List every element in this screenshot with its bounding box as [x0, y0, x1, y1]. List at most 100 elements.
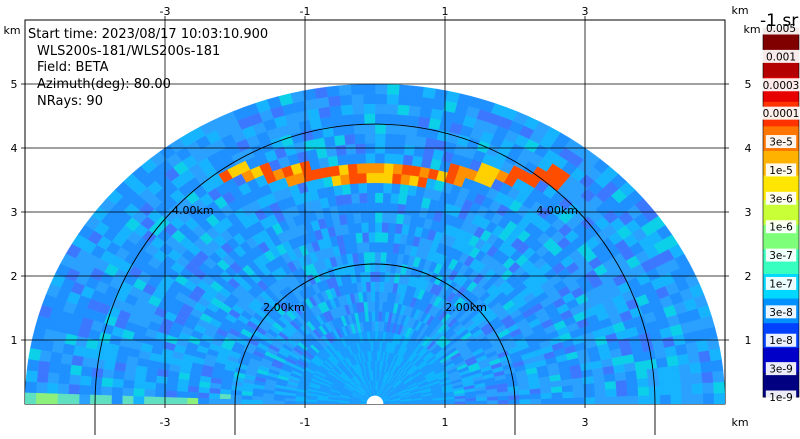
- sector-cell: [380, 272, 385, 282]
- y-unit-left: km: [3, 24, 20, 37]
- sector-cell: [187, 392, 198, 398]
- sector-cell: [668, 365, 680, 376]
- sector-cell: [366, 163, 375, 173]
- sector-cell: [398, 95, 411, 106]
- sector-cell: [328, 402, 339, 404]
- sector-cell: [353, 213, 361, 223]
- sector-cell: [134, 373, 146, 382]
- sector-cell: [657, 366, 669, 376]
- sector-cell: [385, 134, 396, 144]
- sector-cell: [349, 173, 359, 184]
- sector-cell: [584, 397, 595, 404]
- sector-cell: [102, 369, 114, 379]
- sector-cell: [419, 107, 432, 118]
- sector-cell: [113, 370, 125, 379]
- sector-cell: [220, 389, 231, 395]
- sector-cell: [616, 380, 628, 389]
- y-tick-label-right: 5: [745, 78, 752, 91]
- sector-cell: [375, 133, 385, 143]
- sector-cell: [101, 387, 112, 396]
- sector-cell: [365, 133, 375, 143]
- sector-cell: [616, 388, 627, 396]
- sector-cell: [573, 384, 584, 391]
- sector-cell: [412, 156, 423, 167]
- sector-cell: [50, 352, 62, 364]
- sector-cell: [59, 364, 71, 375]
- sector-cell: [365, 153, 375, 163]
- sector-cell: [399, 184, 409, 195]
- sector-cell: [329, 105, 342, 116]
- sector-cell: [628, 396, 639, 404]
- sector-cell: [393, 164, 403, 175]
- sector-cell: [394, 144, 405, 155]
- sector-cell: [284, 401, 295, 404]
- sector-cell: [378, 311, 382, 321]
- sector-cell: [691, 373, 703, 384]
- sector-cell: [387, 242, 394, 252]
- sector-cell: [397, 104, 409, 115]
- sector-cell: [36, 382, 47, 393]
- sector-cell: [368, 222, 375, 232]
- sector-cell: [711, 359, 723, 371]
- sector-cell: [47, 373, 59, 384]
- sector-cell: [666, 355, 678, 366]
- sector-cell: [689, 362, 701, 373]
- x-tick-label-bottom: -3: [160, 416, 171, 429]
- sector-cell: [660, 395, 671, 404]
- sector-cell: [410, 86, 423, 97]
- sector-cell: [388, 223, 396, 233]
- sector-cell: [407, 185, 417, 196]
- x-unit-bottom: km: [731, 416, 748, 429]
- sector-cell: [220, 399, 231, 404]
- sector-cell: [187, 398, 198, 404]
- sector-cell: [364, 262, 370, 272]
- sector-cell: [241, 400, 252, 404]
- sector-cell: [176, 391, 187, 398]
- sector-cell: [345, 144, 356, 155]
- sector-cell: [155, 397, 166, 404]
- sector-cell: [375, 272, 380, 282]
- sector-cell: [375, 282, 380, 292]
- sector-cell: [638, 395, 649, 404]
- sector-cell: [70, 365, 82, 376]
- sector-cell: [375, 222, 382, 232]
- sector-cell: [375, 203, 383, 213]
- sector-cell: [375, 291, 379, 301]
- sector-cell: [337, 155, 348, 166]
- sector-cell: [79, 385, 90, 395]
- sector-cell: [659, 385, 670, 395]
- sector-cell: [38, 361, 50, 373]
- sector-cell: [344, 134, 355, 145]
- sector-cell: [386, 94, 398, 104]
- sector-cell: [362, 232, 369, 242]
- sector-cell: [627, 387, 638, 396]
- sector-cell: [335, 145, 346, 156]
- sector-cell: [357, 173, 366, 183]
- sector-cell: [617, 396, 628, 404]
- sector-cell: [375, 252, 381, 262]
- y-tick-label-right: 4: [745, 142, 752, 155]
- sector-cell: [400, 174, 410, 185]
- sector-cell: [361, 222, 368, 232]
- sector-cell: [198, 398, 209, 404]
- sector-cell: [375, 183, 383, 193]
- sector-cell: [81, 366, 93, 376]
- range-ring-label: 4.00km: [172, 204, 214, 217]
- colorbar-label: 1e-6: [769, 222, 793, 234]
- sector-cell: [375, 124, 386, 134]
- sector-cell: [122, 388, 133, 396]
- sector-cell: [328, 96, 341, 107]
- sector-cell: [541, 398, 552, 404]
- sector-cell: [383, 193, 391, 203]
- sector-cell: [231, 390, 242, 395]
- sector-cell: [167, 377, 179, 385]
- colorbar-label: 0.0001: [763, 108, 800, 120]
- sector-cell: [144, 397, 155, 404]
- sector-cell: [393, 154, 403, 165]
- sector-cell: [295, 401, 306, 404]
- sector-cell: [375, 173, 384, 183]
- sector-cell: [407, 115, 419, 126]
- sector-cell: [626, 379, 638, 388]
- sector-cell: [387, 233, 394, 243]
